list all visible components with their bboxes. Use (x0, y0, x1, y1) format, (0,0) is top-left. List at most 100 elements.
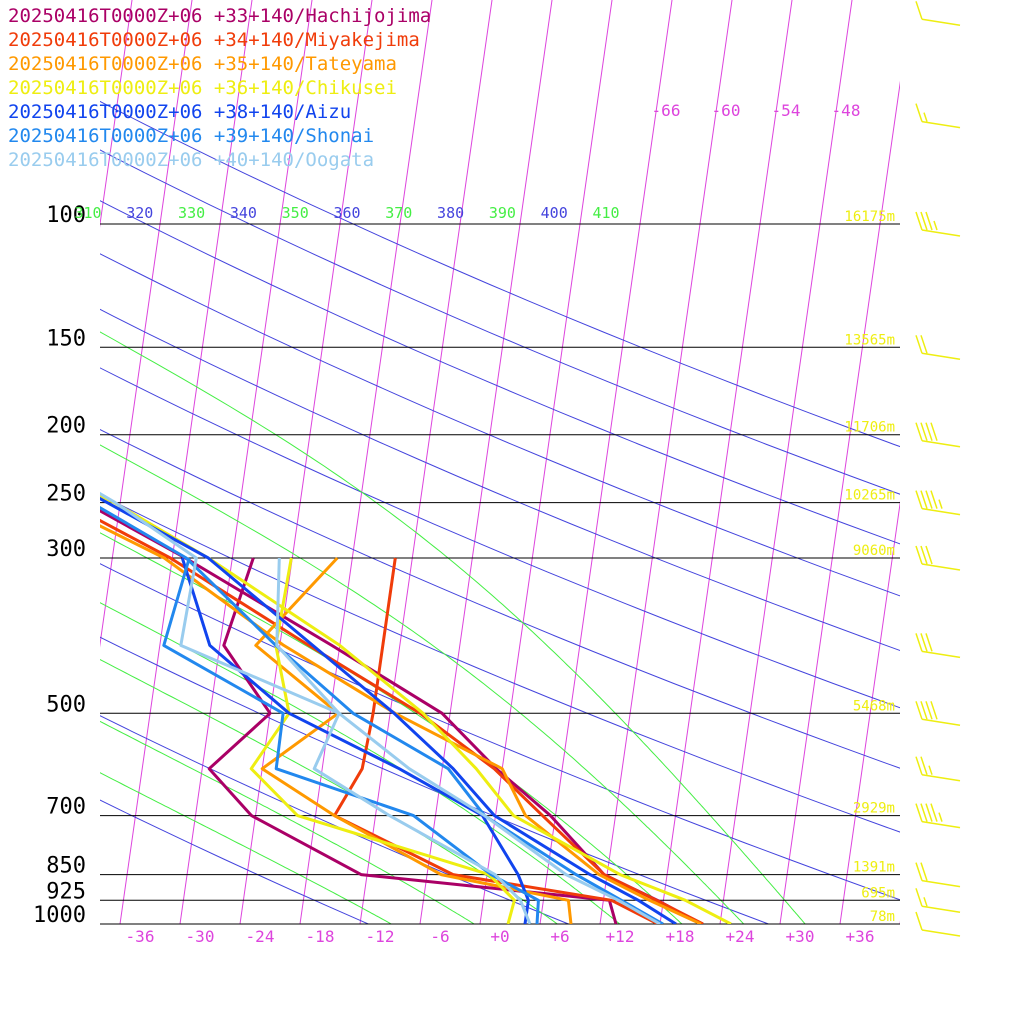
wind-barb-staff (921, 439, 961, 448)
wind-barb-staff (921, 507, 961, 516)
wind-barb-flag (928, 765, 933, 775)
wind-barb-staff (921, 120, 961, 129)
wind-barb-flag (915, 701, 923, 720)
height-label: 695m (861, 885, 895, 901)
isotherm-line (958, 0, 1024, 939)
legend-entry: 20250416T0000Z+06 +36+140/Chikusei (8, 77, 397, 99)
upper-temperature-label: -66 (652, 101, 681, 120)
isotherm-line (119, 0, 253, 924)
temperature-profile-line (100, 496, 677, 924)
theta-label: 380 (437, 204, 464, 222)
wind-barb (915, 422, 961, 448)
dry-adiabat-line (100, 253, 900, 597)
wind-barb-flag (925, 490, 933, 509)
wind-barb-flag (920, 756, 928, 775)
height-label: 2929m (853, 801, 895, 817)
dewpoint-profile-line (254, 556, 573, 924)
sounding-profiles (100, 491, 732, 924)
wind-barb-flag (938, 499, 943, 509)
temperature-tick-label: +36 (846, 927, 875, 946)
wind-barb-flag (938, 812, 943, 822)
wind-barb-flag (915, 862, 923, 881)
temperature-tick-label: +6 (550, 927, 569, 946)
wind-barb-flag (930, 422, 938, 441)
legend-entry: 20250416T0000Z+06 +33+140/Hachijojima (8, 5, 432, 27)
wind-barb-flag (920, 862, 928, 881)
legend-entry: 20250416T0000Z+06 +39+140/Shonai (8, 125, 375, 147)
temperature-profile-line (100, 505, 664, 924)
height-label: 78m (870, 909, 895, 925)
temperature-tick-label: -24 (246, 927, 275, 946)
upper-temperature-label: -48 (832, 101, 861, 120)
dry-adiabat-line (100, 200, 900, 545)
temperature-tick-label: -18 (306, 927, 335, 946)
wind-barb-flag (930, 803, 938, 822)
wind-barbs (915, 1, 961, 937)
wind-barb-flag (915, 1, 923, 20)
pressure-tick-label: 500 (46, 692, 86, 717)
moist-adiabat-line (100, 602, 621, 924)
wind-barb-flag (915, 803, 923, 822)
isotherm-line (479, 0, 613, 924)
pressure-tick-label: 1000 (33, 903, 86, 928)
dry-adiabat-line (100, 428, 900, 769)
theta-label: 390 (489, 204, 516, 222)
isotherm-line (779, 80, 900, 924)
dry-adiabat-line (100, 563, 900, 901)
wind-barb-flag (915, 545, 923, 565)
wind-barb-flag (925, 803, 933, 822)
legend-entry: 20250416T0000Z+06 +40+140/Oogata (8, 149, 375, 171)
wind-barb-staff (921, 352, 961, 361)
wind-barb-flag (920, 335, 928, 354)
theta-label: 340 (230, 204, 257, 222)
wind-barb-flag (925, 422, 933, 441)
temperature-tick-label: -6 (430, 927, 449, 946)
wind-barb-staff (921, 718, 961, 727)
pressure-tick-label: 300 (46, 537, 86, 562)
wind-barb-staff (921, 229, 961, 237)
wind-barb-flag (915, 422, 923, 441)
wind-barb-flag (915, 211, 923, 231)
wind-barb-flag (915, 103, 923, 122)
moist-adiabat-line (100, 444, 745, 924)
isotherm-line (299, 0, 433, 924)
wind-barb (915, 103, 961, 129)
dewpoint-profile-line (275, 557, 532, 924)
wind-barb (915, 701, 961, 727)
wind-barb-flag (925, 633, 933, 652)
wind-barb-flag (920, 490, 928, 509)
wind-barb (915, 862, 961, 888)
wind-barb-flag (923, 112, 928, 122)
wind-barb-flag (915, 911, 923, 931)
legend-entry: 20250416T0000Z+06 +34+140/Miyakejima (8, 29, 420, 51)
height-label: 5468m (853, 698, 895, 714)
height-label: 9060m (853, 543, 895, 559)
isotherm-line (359, 0, 493, 924)
theta-label: 370 (385, 204, 412, 222)
isotherm-line (419, 0, 553, 924)
chart-legend: 20250416T0000Z+06 +33+140/Hachijojima 20… (8, 4, 431, 172)
dry-adiabat-line (100, 715, 570, 924)
wind-barb-staff (921, 820, 961, 829)
dewpoint-profile-line (162, 557, 540, 924)
temperature-tick-label: +24 (726, 927, 755, 946)
height-label: 1391m (853, 860, 895, 876)
pressure-tick-label: 700 (46, 795, 86, 820)
moist-adiabat-line (100, 720, 476, 924)
temperature-tick-label: +18 (666, 927, 695, 946)
dewpoint-profile-line (207, 557, 618, 924)
isotherm-line (899, 920, 900, 924)
moist-adiabat-line (100, 772, 393, 924)
wind-barb-flag (915, 335, 923, 354)
wind-barb-staff (921, 905, 961, 914)
wind-barb-flag (915, 633, 923, 652)
temperature-tick-label: +12 (606, 927, 635, 946)
wind-barb-flag (915, 888, 923, 907)
wind-barb-staff (921, 18, 961, 27)
temperature-tick-label: +0 (490, 927, 509, 946)
wind-barb-staff (921, 773, 961, 782)
theta-label: 410 (592, 204, 619, 222)
height-label: 16175m (844, 209, 895, 225)
dewpoint-profile-line (249, 557, 516, 924)
dry-adiabat-line (100, 494, 900, 833)
